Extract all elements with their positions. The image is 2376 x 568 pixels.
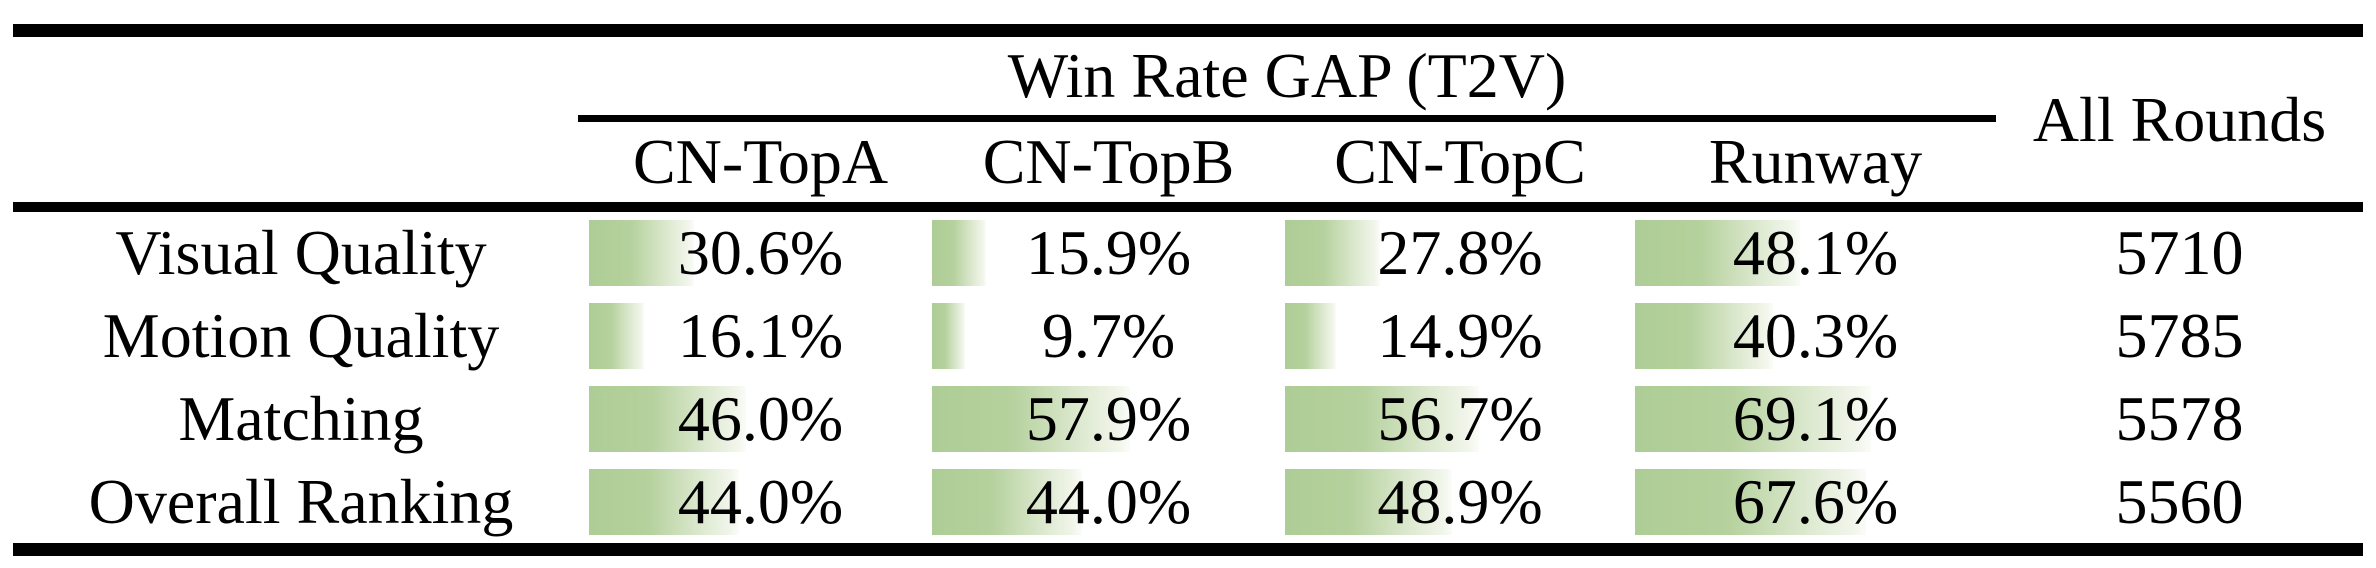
- row-label: Overall Ranking: [88, 465, 514, 537]
- winrate-cell: 9.7%: [932, 295, 1285, 378]
- all-rounds-column-header: All Rounds: [2032, 83, 2327, 155]
- winrate-value: 57.9%: [1025, 382, 1192, 454]
- winrate-bar: [589, 468, 740, 535]
- row-label: Matching: [178, 382, 424, 454]
- winrate-cell: 15.9%: [932, 212, 1285, 295]
- table-bottom-rule: [13, 543, 2363, 556]
- winrate-value: 48.1%: [1732, 217, 1899, 289]
- winrate-cell: 16.1%: [589, 295, 932, 378]
- winrate-cell: 40.3%: [1635, 295, 1996, 378]
- winrate-value: 44.0%: [1025, 465, 1192, 537]
- winrate-cell: 27.8%: [1285, 212, 1635, 295]
- winrate-value: 30.6%: [677, 217, 844, 289]
- winrate-cell: 44.0%: [932, 460, 1285, 543]
- winrate-bar: [1635, 468, 1867, 535]
- winrate-cell: 56.7%: [1285, 378, 1635, 461]
- winrate-cell: 30.6%: [589, 212, 932, 295]
- winrate-bar: [1635, 220, 1800, 287]
- winrate-bar: [932, 303, 966, 370]
- all-rounds-value: 5785: [2115, 300, 2244, 372]
- winrate-cell: 48.1%: [1635, 212, 1996, 295]
- row-label: Motion Quality: [102, 300, 500, 372]
- winrate-cell: 48.9%: [1285, 460, 1635, 543]
- winrate-value: 27.8%: [1377, 217, 1543, 289]
- winrate-cell: 46.0%: [589, 378, 932, 461]
- winrate-value: 16.1%: [677, 300, 844, 372]
- column-header-cn-topb: CN-TopB: [982, 126, 1235, 197]
- winrate-value: 67.6%: [1732, 465, 1899, 537]
- winrate-bar: [932, 468, 1083, 535]
- winrate-value: 15.9%: [1025, 217, 1192, 289]
- winrate-bar: [589, 303, 645, 370]
- winrate-value: 14.9%: [1377, 300, 1543, 372]
- winrate-bar: [589, 220, 694, 287]
- table-body: Visual Quality 30.6% 15.9% 27.8% 48.1% 5…: [0, 212, 2376, 543]
- winrate-bar: [1635, 303, 1773, 370]
- column-header-runway: Runway: [1708, 126, 1923, 197]
- table-top-rule: [13, 24, 2363, 37]
- winrate-cell: 14.9%: [1285, 295, 1635, 378]
- group-header-title: Win Rate GAP (T2V): [1007, 40, 1567, 111]
- winrate-value: 9.7%: [1041, 300, 1176, 372]
- winrate-cell: 57.9%: [932, 378, 1285, 461]
- header-divider-rule: [13, 202, 2363, 212]
- winrate-value: 40.3%: [1732, 300, 1899, 372]
- winrate-cell: 69.1%: [1635, 378, 1996, 461]
- winrate-value: 44.0%: [677, 465, 844, 537]
- table-row-overall-ranking: Overall Ranking 44.0% 44.0% 48.9% 67.6% …: [0, 460, 2376, 543]
- winrate-value: 56.7%: [1377, 382, 1543, 454]
- column-header-cn-topa: CN-TopA: [632, 126, 889, 197]
- table-row-motion-quality: Motion Quality 16.1% 9.7% 14.9% 40.3% 57…: [0, 295, 2376, 378]
- winrate-bar: [932, 385, 1131, 452]
- all-rounds-value: 5578: [2115, 382, 2244, 454]
- winrate-bar: [1285, 303, 1336, 370]
- winrate-cell: 67.6%: [1635, 460, 1996, 543]
- winrate-value: 69.1%: [1732, 382, 1899, 454]
- winrate-bar: [589, 385, 747, 452]
- group-header-underline: [578, 115, 1996, 122]
- winrate-value: 48.9%: [1377, 465, 1543, 537]
- all-rounds-value: 5710: [2115, 217, 2244, 289]
- winrate-value: 46.0%: [677, 382, 844, 454]
- column-header-cn-topc: CN-TopC: [1334, 126, 1586, 197]
- winrate-bar: [932, 220, 987, 287]
- winrate-bar: [1285, 385, 1479, 452]
- table-row-matching: Matching 46.0% 57.9% 56.7% 69.1% 5578: [0, 378, 2376, 461]
- winrate-bar: [1285, 468, 1453, 535]
- winrate-bar: [1285, 220, 1381, 287]
- winrate-bar: [1635, 385, 1872, 452]
- table-row-visual-quality: Visual Quality 30.6% 15.9% 27.8% 48.1% 5…: [0, 212, 2376, 295]
- winrate-cell: 44.0%: [589, 460, 932, 543]
- row-label: Visual Quality: [115, 217, 487, 289]
- all-rounds-value: 5560: [2115, 465, 2244, 537]
